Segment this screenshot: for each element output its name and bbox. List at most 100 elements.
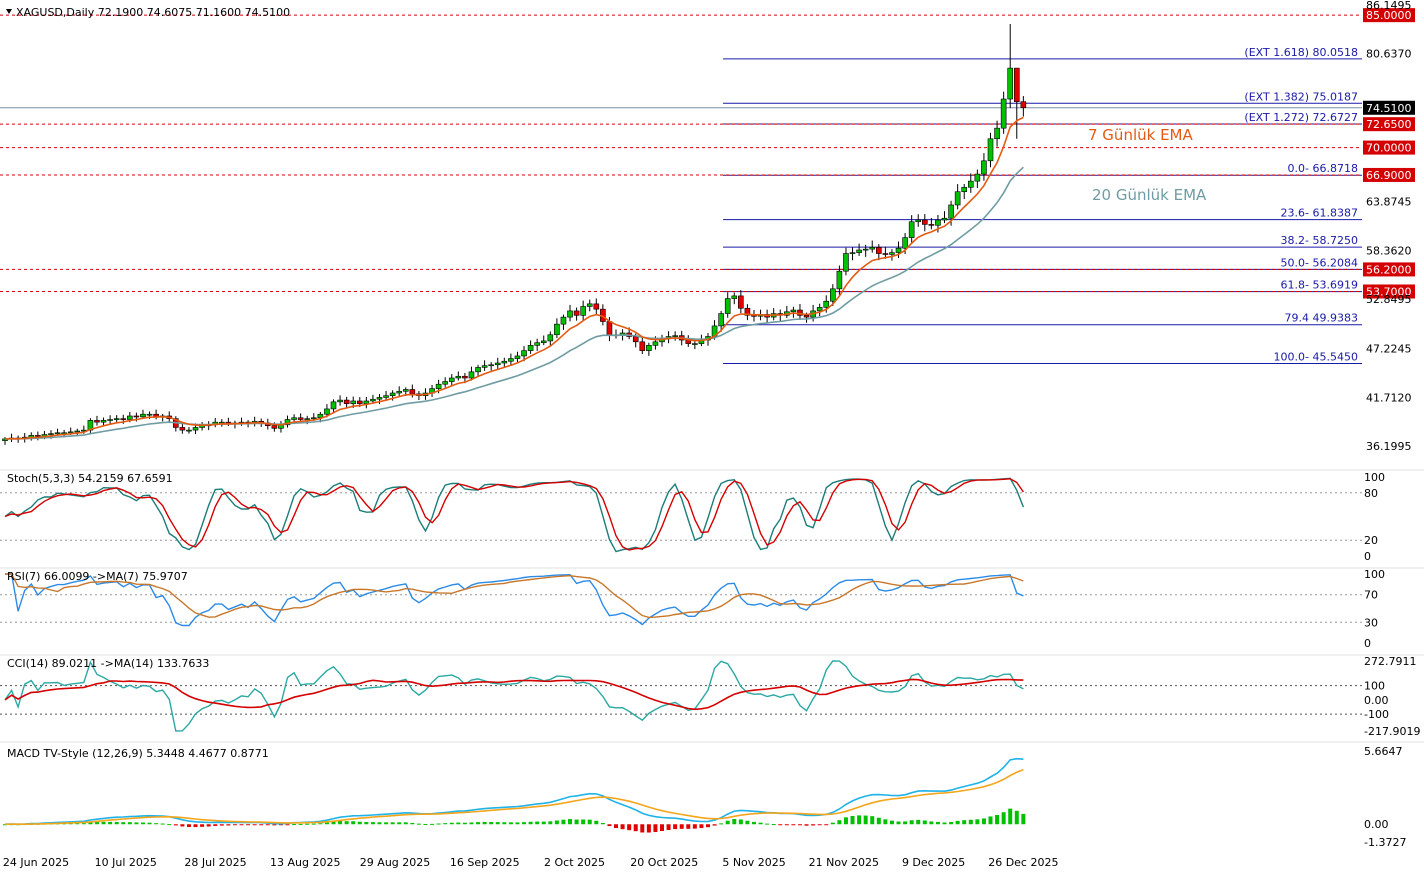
macd-histogram-bar: [200, 824, 205, 827]
candle-body: [1007, 67, 1014, 100]
candle-body: [35, 435, 41, 437]
candle-body: [488, 364, 494, 367]
macd-label: MACD TV-Style (12,26,9) 5.3448 4.4677 0.…: [7, 747, 269, 760]
macd-histogram-bar: [896, 821, 901, 825]
macd-histogram-bar: [541, 821, 546, 825]
candle-body: [849, 252, 856, 254]
candle-body: [935, 219, 941, 226]
macd-histogram-bar: [889, 820, 894, 825]
macd-histogram-bar: [587, 819, 592, 825]
macd-histogram-bar: [929, 821, 934, 825]
macd-histogram-bar: [469, 822, 474, 825]
macd-histogram-bar: [594, 820, 599, 825]
macd-histogram-bar: [653, 824, 658, 832]
macd-histogram-bar: [462, 822, 467, 825]
macd-histogram-bar: [614, 824, 619, 829]
candle-body: [731, 295, 738, 299]
current-price-tag: [1363, 100, 1415, 115]
macd-histogram-bar: [94, 822, 99, 825]
cci-ma-line: [4, 678, 1024, 711]
macd-histogram-bar: [738, 819, 743, 825]
macd-histogram-bar: [502, 822, 507, 825]
fib-label: (EXT 1.618) 80.0518: [1244, 46, 1358, 59]
price-tick-label: 86.1495: [1366, 0, 1412, 12]
macd-histogram-bar: [318, 823, 323, 825]
macd-histogram-bar: [219, 824, 224, 826]
fibonacci-levels: (EXT 1.618) 80.0518 (EXT 1.382) 75.0187 (E…: [723, 46, 1362, 364]
macd-histogram-bar: [351, 821, 356, 825]
candle-body: [593, 303, 600, 310]
candle-body: [337, 399, 343, 403]
macd-histogram-bar: [364, 821, 369, 825]
candle-body: [902, 237, 908, 249]
candle-body: [179, 427, 186, 431]
candle-body: [724, 298, 731, 314]
macd-histogram-bar: [272, 824, 277, 826]
candle-body: [744, 307, 751, 316]
macd-tick-label: 0.00: [1364, 818, 1389, 831]
macd-histogram-bar: [705, 824, 710, 828]
candle-body: [830, 288, 836, 302]
price-tick-label: 36.1995: [1366, 440, 1412, 453]
macd-histogram-bar: [981, 818, 986, 825]
macd-histogram-bar: [554, 820, 559, 825]
cci-label: CCI(14) 89.0211 ->MA(14) 133.7633: [7, 657, 209, 670]
macd-histogram-bar: [173, 824, 178, 826]
candle-body: [908, 221, 915, 238]
macd-histogram-bar: [600, 823, 605, 825]
ema7-label: 7 Günlük EMA: [1088, 126, 1193, 144]
candle-body: [133, 415, 140, 418]
candle-body: [310, 417, 317, 420]
macd-histogram-bar: [751, 821, 756, 825]
candle-body: [389, 392, 396, 396]
date-label: 21 Nov 2025: [809, 856, 879, 869]
macd-histogram-bar: [791, 824, 796, 826]
candle-body: [1013, 67, 1020, 102]
macd-histogram-bar: [423, 823, 428, 825]
chevron-down-icon[interactable]: [6, 9, 12, 14]
candle-body: [895, 247, 902, 253]
candle-body: [1000, 98, 1007, 129]
macd-histogram-bar: [88, 822, 93, 825]
candle-body: [324, 408, 330, 415]
candles: [2, 23, 1027, 445]
candle-body: [876, 247, 882, 254]
macd-histogram-bar: [338, 821, 343, 825]
candle-body: [343, 399, 350, 404]
candle-body: [396, 390, 403, 394]
macd-histogram-bar: [344, 821, 349, 825]
macd-histogram-bar: [804, 824, 809, 826]
macd-histogram-bar: [843, 817, 848, 825]
candle-body: [803, 315, 810, 318]
ema7-line: [4, 116, 1024, 440]
macd-histogram-bar: [1008, 808, 1013, 825]
candle-body: [501, 360, 508, 364]
macd-histogram-bar: [673, 824, 678, 830]
candle-body: [554, 323, 560, 336]
macd-histogram-bar: [811, 824, 816, 826]
fib-label: 50.0- 56.2084: [1281, 256, 1358, 269]
candle-body: [100, 420, 107, 423]
ema20-line: [4, 166, 1024, 440]
candle-body: [738, 295, 744, 309]
stoch-tick-label: 0: [1364, 550, 1371, 563]
macd-line: [4, 757, 1024, 826]
candle-body: [127, 415, 133, 420]
date-label: 9 Dec 2025: [902, 856, 965, 869]
macd-histogram-bar: [857, 815, 862, 825]
macd-histogram-bar: [1021, 813, 1026, 825]
candle-body: [981, 160, 987, 175]
candle-body: [186, 429, 192, 432]
level-tag: [1363, 140, 1415, 155]
candle-body: [2, 438, 8, 441]
macd-histogram-bar: [949, 822, 954, 825]
macd-histogram-bar: [883, 819, 888, 825]
level-tag-label: 72.6500: [1366, 118, 1412, 131]
candle-body: [646, 345, 652, 351]
stoch-signal-line: [4, 478, 1024, 551]
candle-body: [113, 418, 120, 420]
macd-histogram-bar: [252, 824, 257, 826]
level-tag-label: 66.9000: [1366, 169, 1412, 182]
rsi-tick-label: 70: [1364, 589, 1378, 602]
macd-histogram-bar: [259, 824, 264, 826]
